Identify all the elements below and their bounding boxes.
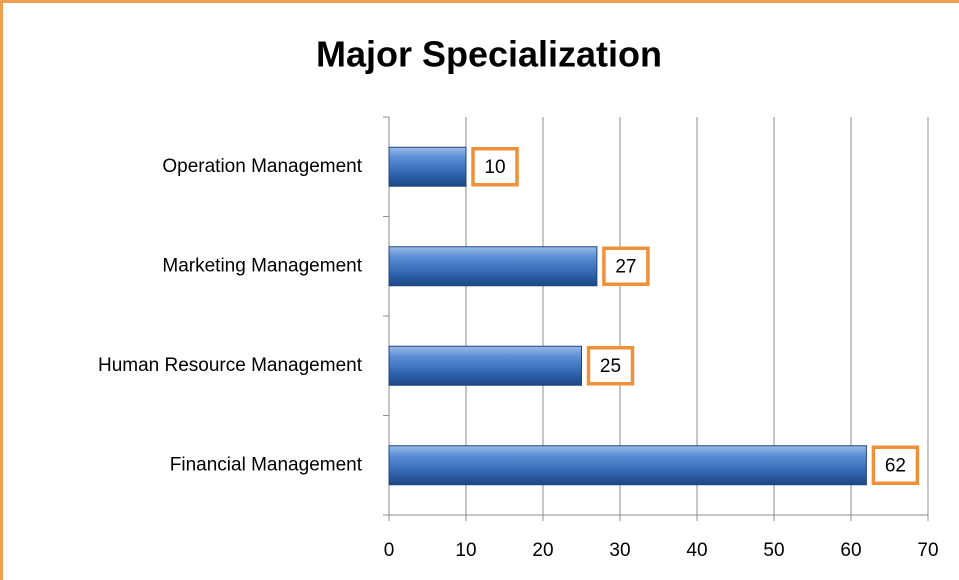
data-label: 62 — [885, 455, 906, 476]
x-tick-label: 20 — [532, 540, 553, 561]
chart-title: Major Specialization — [316, 34, 662, 75]
data-label-box — [602, 246, 650, 286]
bar — [388, 445, 867, 486]
y-tick-label: Financial Management — [170, 454, 363, 475]
data-label: 25 — [600, 356, 621, 377]
x-tick-label: 70 — [917, 540, 938, 561]
data-label-box — [471, 147, 519, 187]
bar — [388, 146, 467, 187]
x-tick-label: 50 — [763, 540, 784, 561]
y-tick-label: Operation Management — [162, 156, 362, 177]
x-tick-label: 60 — [840, 540, 861, 561]
data-label: 10 — [484, 157, 505, 178]
x-tick-label: 10 — [455, 540, 476, 561]
y-tick-label: Marketing Management — [162, 255, 362, 276]
bar — [388, 345, 582, 386]
x-tick-label: 30 — [609, 540, 630, 561]
x-tick-label: 0 — [384, 540, 395, 561]
bar — [388, 246, 598, 287]
data-label-box — [871, 445, 920, 485]
data-label-box — [586, 346, 635, 386]
data-label: 27 — [615, 256, 636, 277]
y-tick-label: Human Resource Management — [98, 355, 363, 376]
x-tick-label: 40 — [686, 540, 707, 561]
